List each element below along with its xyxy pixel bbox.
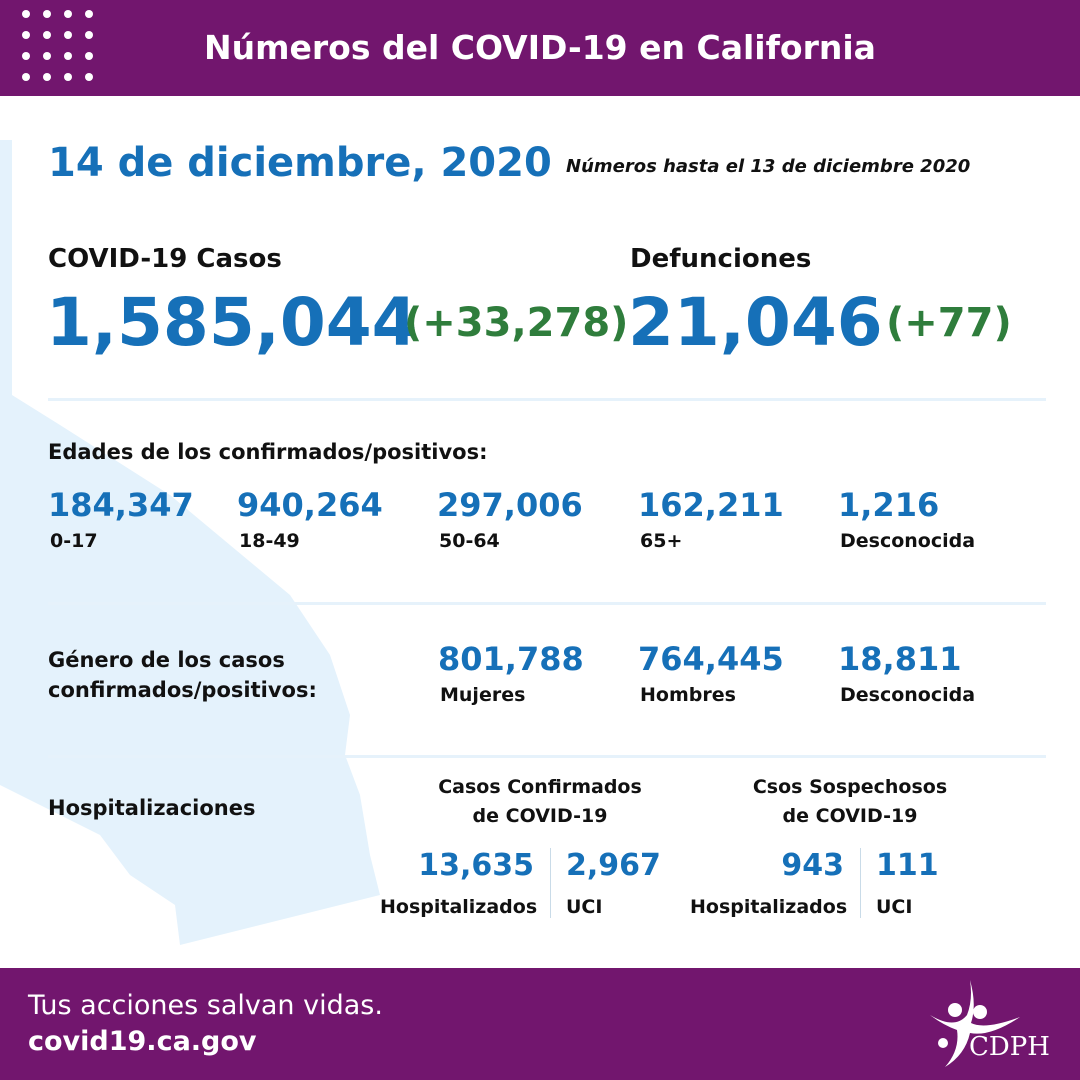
suspected-hosp-label: Hospitalizados [690, 896, 848, 918]
age-group-value: 940,264 [237, 486, 383, 524]
confirmed-icu-label: UCI [566, 896, 603, 918]
age-group-value: 184,347 [48, 486, 194, 524]
gender-label: Hombres [640, 684, 736, 706]
age-group-label: Desconocida [840, 530, 976, 552]
suspected-icu-label: UCI [876, 896, 913, 918]
dot [22, 31, 30, 39]
deaths-value: 21,046 [628, 284, 883, 361]
confirmed-title-line1: Casos Confirmados [438, 776, 642, 798]
divider [48, 398, 1046, 401]
divider [550, 848, 551, 918]
ages-label: Edades de los confirmados/positivos: [48, 440, 488, 464]
confirmed-title-line2: de COVID-19 [472, 805, 608, 827]
divider [48, 602, 1046, 605]
footer-bar [0, 968, 1080, 1080]
report-date: 14 de diciembre, 2020 [48, 140, 552, 186]
gender-label-line2: confirmados/positivos: [48, 678, 317, 702]
cases-label: COVID-19 Casos [48, 244, 282, 274]
as-of-note: Números hasta el 13 de diciembre 2020 [566, 156, 971, 177]
dots-decoration [22, 10, 93, 90]
dot [22, 52, 30, 60]
confirmed-icu-value: 2,967 [566, 848, 661, 883]
svg-text:CDPH: CDPH [969, 1032, 1050, 1062]
gender-label: Mujeres [440, 684, 526, 706]
confirmed-hosp-label: Hospitalizados [380, 896, 538, 918]
dot [22, 10, 30, 18]
dot [64, 10, 72, 18]
age-group-label: 50-64 [439, 530, 500, 552]
dot [43, 73, 51, 81]
suspected-title-line1: Csos Sospechosos [752, 776, 948, 798]
hospitalizations-label: Hospitalizaciones [48, 796, 256, 820]
divider [860, 848, 861, 918]
age-group-value: 297,006 [437, 486, 583, 524]
dot [22, 73, 30, 81]
suspected-title-line2: de COVID-19 [782, 805, 918, 827]
age-group-label: 0-17 [50, 530, 98, 552]
website-link[interactable]: covid19.ca.gov [28, 1026, 257, 1057]
age-group-value: 1,216 [838, 486, 940, 524]
dot [43, 52, 51, 60]
suspected-icu-value: 111 [876, 848, 939, 883]
dot [85, 31, 93, 39]
age-group-label: 18-49 [239, 530, 300, 552]
dot [85, 73, 93, 81]
gender-label-line1: Género de los casos [48, 648, 285, 672]
suspected-hosp-value: 943 [781, 848, 844, 883]
confirmed-hosp-value: 13,635 [418, 848, 534, 883]
dot [43, 10, 51, 18]
deaths-label: Defunciones [630, 244, 812, 274]
age-group-value: 162,211 [638, 486, 784, 524]
dot [64, 52, 72, 60]
header-bar [0, 0, 1080, 96]
page-title: Números del COVID-19 en California [204, 28, 876, 67]
gender-value: 801,788 [438, 640, 584, 678]
tagline: Tus acciones salvan vidas. [28, 990, 383, 1021]
deaths-change: (+77) [886, 300, 1012, 346]
gender-value: 18,811 [838, 640, 962, 678]
cases-change: (+33,278) [404, 300, 629, 346]
cases-value: 1,585,044 [46, 284, 418, 361]
age-group-label: 65+ [640, 530, 683, 552]
dot [64, 31, 72, 39]
gender-value: 764,445 [638, 640, 784, 678]
dot [64, 73, 72, 81]
divider [48, 755, 1046, 758]
dot [85, 52, 93, 60]
dot [85, 10, 93, 18]
dot [43, 31, 51, 39]
gender-label: Desconocida [840, 684, 976, 706]
california-map-background [0, 140, 380, 945]
cdph-logo: CDPH [930, 980, 1050, 1067]
